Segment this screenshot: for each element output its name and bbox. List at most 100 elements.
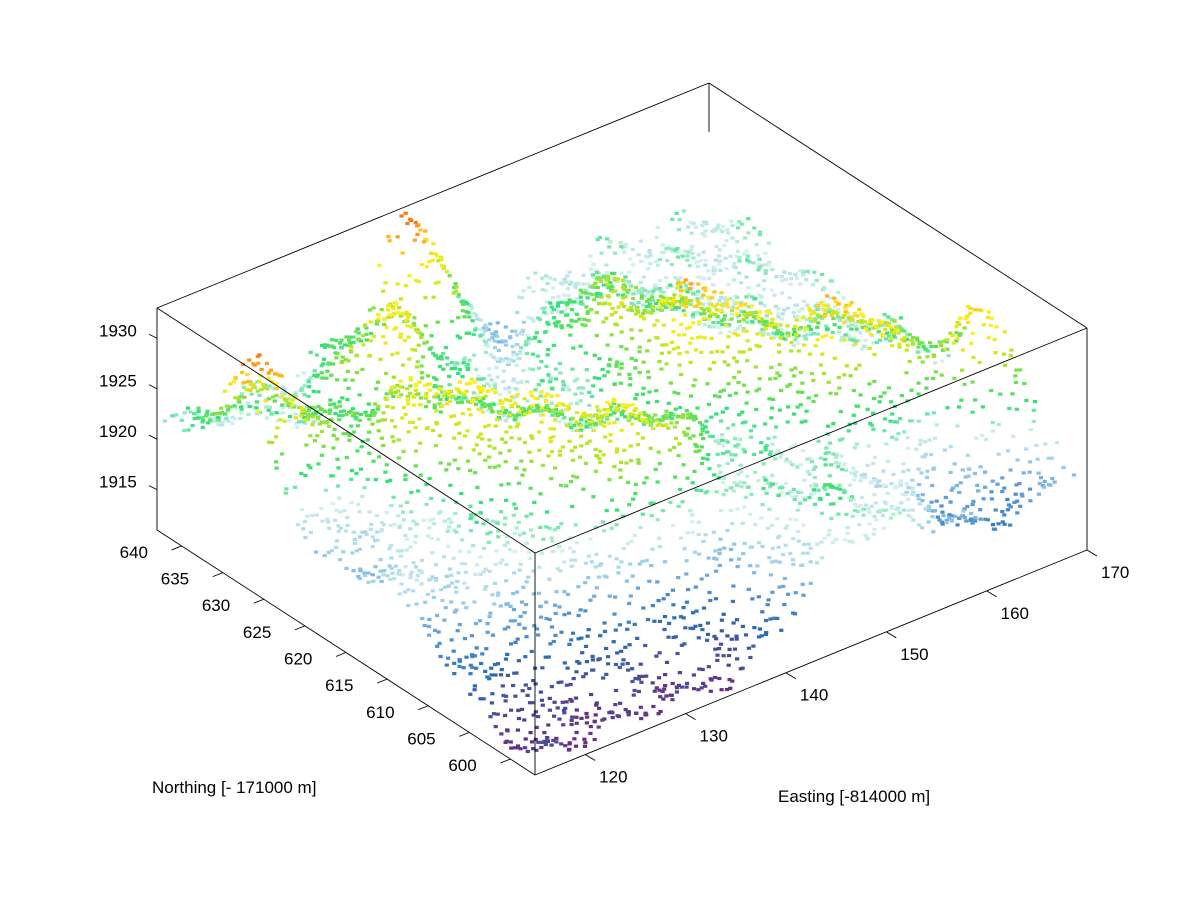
data-point (240, 370, 245, 375)
data-point (335, 484, 340, 488)
data-point (837, 483, 842, 487)
data-point (697, 667, 702, 671)
data-point (735, 239, 740, 244)
data-point (825, 492, 830, 497)
data-point (429, 536, 434, 540)
data-point (1008, 505, 1013, 509)
data-point (737, 259, 742, 263)
data-point (698, 421, 703, 425)
data-point (559, 300, 564, 304)
data-point (650, 295, 655, 299)
data-point (524, 339, 529, 344)
data-point (732, 332, 737, 336)
data-point (901, 469, 906, 473)
data-point (801, 299, 807, 303)
data-point (522, 611, 527, 615)
data-point (571, 458, 576, 462)
data-point (700, 276, 705, 280)
data-point (544, 600, 549, 604)
data-point (806, 271, 811, 275)
data-point (540, 463, 546, 467)
data-point (571, 677, 576, 681)
data-point (565, 274, 570, 278)
data-point (495, 662, 501, 666)
data-point (312, 373, 317, 377)
data-point (462, 434, 468, 438)
data-point (753, 296, 758, 300)
data-point (858, 504, 863, 508)
data-point (863, 325, 868, 329)
data-point (888, 516, 893, 520)
data-point (610, 498, 615, 502)
data-point (487, 367, 492, 371)
data-point (424, 427, 429, 431)
data-point (442, 519, 447, 523)
data-point (804, 327, 809, 331)
data-point (900, 492, 905, 496)
data-point (725, 345, 730, 349)
data-point (345, 515, 350, 520)
data-point (456, 524, 461, 528)
data-point (192, 417, 197, 421)
data-point (514, 414, 519, 418)
data-point (566, 294, 572, 298)
data-point (877, 400, 882, 404)
data-point (443, 390, 448, 394)
data-point (823, 483, 828, 487)
data-point (190, 423, 195, 428)
data-point (434, 576, 439, 581)
data-point (254, 412, 260, 416)
data-point (958, 481, 963, 485)
data-point (604, 672, 609, 676)
data-point (889, 481, 894, 486)
data-point (548, 440, 553, 444)
data-point (514, 671, 519, 675)
data-point (780, 291, 785, 295)
data-point (737, 413, 742, 417)
data-point (349, 477, 354, 481)
data-point (868, 322, 873, 326)
data-point (356, 502, 361, 507)
data-point (485, 622, 490, 626)
data-point (681, 209, 686, 213)
data-point (770, 442, 775, 446)
data-point (628, 415, 633, 419)
data-point (838, 410, 843, 414)
data-point (459, 400, 465, 404)
data-point (612, 420, 617, 425)
data-point (916, 392, 921, 396)
data-point (815, 325, 820, 329)
data-point (730, 223, 735, 227)
data-point (827, 483, 832, 487)
data-point (832, 356, 837, 360)
data-point (819, 511, 824, 515)
data-point (819, 540, 824, 544)
data-point (768, 311, 773, 315)
data-point (953, 514, 958, 519)
data-point (847, 303, 852, 307)
data-point (631, 497, 636, 501)
data-point (801, 523, 806, 527)
data-point (552, 321, 557, 325)
data-point (510, 344, 515, 348)
data-point (651, 426, 656, 430)
data-point (477, 619, 483, 623)
data-point (696, 275, 701, 279)
data-point (933, 361, 938, 365)
data-point (723, 256, 728, 260)
data-point (604, 646, 609, 651)
data-point (831, 452, 836, 456)
data-point (551, 308, 556, 312)
data-point (709, 678, 714, 682)
data-point (591, 284, 596, 288)
data-point (772, 325, 777, 329)
data-point (411, 561, 416, 565)
data-point (551, 738, 556, 742)
data-point (960, 348, 965, 352)
data-point (553, 633, 558, 637)
data-point (306, 408, 311, 413)
data-point (280, 406, 285, 410)
data-point (899, 327, 904, 331)
data-point (692, 418, 697, 422)
data-point (823, 457, 828, 461)
